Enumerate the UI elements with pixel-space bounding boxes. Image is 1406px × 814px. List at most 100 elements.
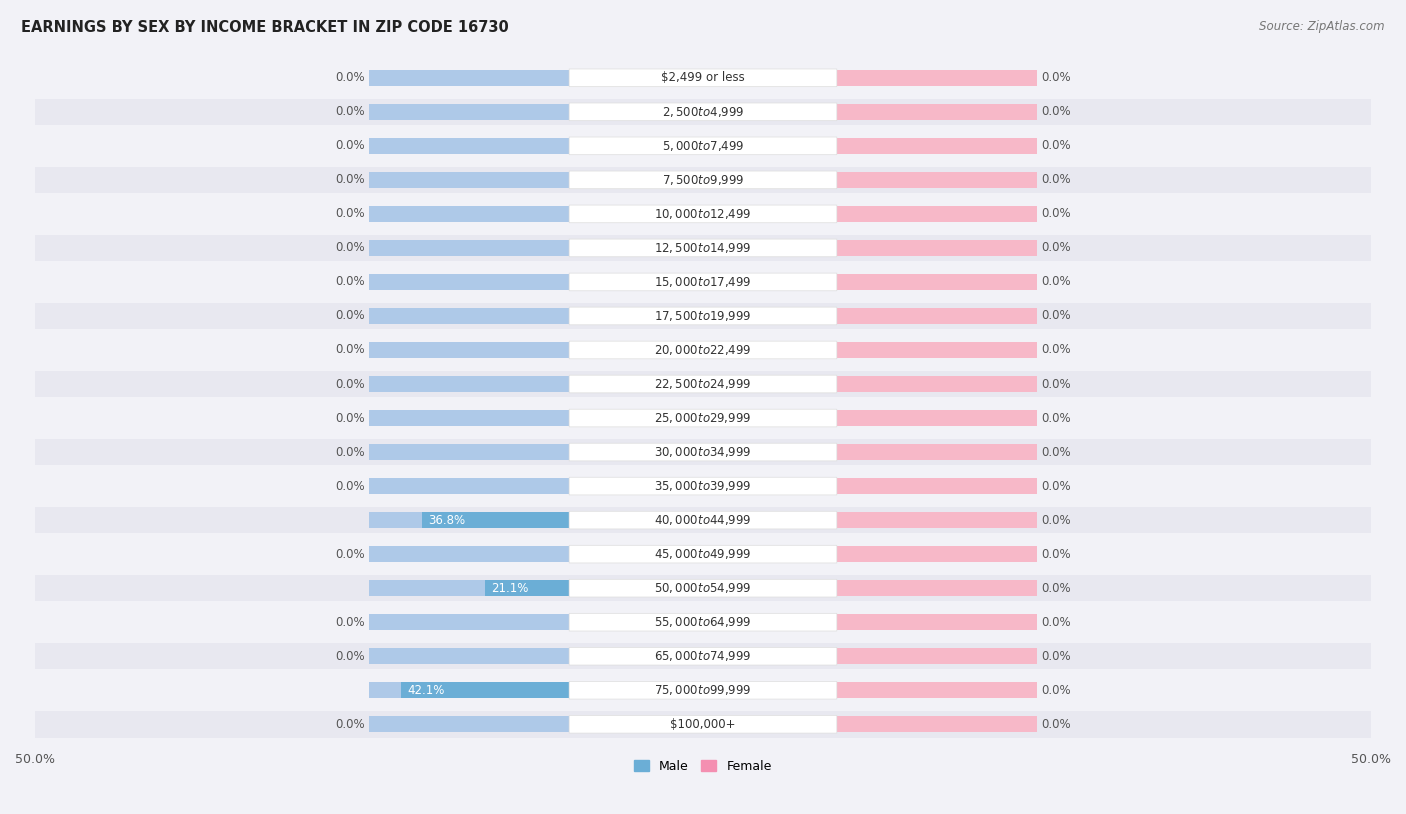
Bar <box>35 540 1371 567</box>
Bar <box>368 70 569 86</box>
Bar <box>837 308 1038 324</box>
Bar <box>35 167 1371 193</box>
Text: 0.0%: 0.0% <box>336 479 366 492</box>
Text: $17,500 to $19,999: $17,500 to $19,999 <box>654 309 752 323</box>
Bar <box>35 405 1371 431</box>
Bar <box>35 609 1371 636</box>
Bar <box>837 580 1038 597</box>
FancyBboxPatch shape <box>569 137 837 155</box>
Text: 0.0%: 0.0% <box>336 615 366 628</box>
FancyBboxPatch shape <box>569 409 837 427</box>
Text: $55,000 to $64,999: $55,000 to $64,999 <box>654 615 752 629</box>
Bar <box>368 308 569 324</box>
Bar <box>35 677 1371 703</box>
Bar <box>837 206 1038 222</box>
Bar <box>368 410 569 427</box>
Bar <box>368 478 569 494</box>
Text: 0.0%: 0.0% <box>1040 650 1070 663</box>
FancyBboxPatch shape <box>569 341 837 359</box>
Text: 0.0%: 0.0% <box>336 208 366 221</box>
Text: 0.0%: 0.0% <box>1040 445 1070 458</box>
Text: EARNINGS BY SEX BY INCOME BRACKET IN ZIP CODE 16730: EARNINGS BY SEX BY INCOME BRACKET IN ZIP… <box>21 20 509 35</box>
Text: 0.0%: 0.0% <box>1040 378 1070 391</box>
Text: 0.0%: 0.0% <box>336 72 366 85</box>
Text: $45,000 to $49,999: $45,000 to $49,999 <box>654 547 752 561</box>
Bar <box>368 172 569 188</box>
Text: 0.0%: 0.0% <box>1040 479 1070 492</box>
Text: 0.0%: 0.0% <box>336 650 366 663</box>
Text: 0.0%: 0.0% <box>1040 344 1070 357</box>
Text: 0.0%: 0.0% <box>336 378 366 391</box>
Text: 0.0%: 0.0% <box>336 173 366 186</box>
Text: $40,000 to $44,999: $40,000 to $44,999 <box>654 513 752 527</box>
Text: $50,000 to $54,999: $50,000 to $54,999 <box>654 581 752 595</box>
Bar <box>837 70 1038 86</box>
Bar <box>837 240 1038 256</box>
Bar <box>837 274 1038 290</box>
Bar <box>837 716 1038 733</box>
Legend: Male, Female: Male, Female <box>630 755 776 778</box>
Bar <box>35 133 1371 159</box>
Bar <box>368 716 569 733</box>
Bar <box>368 240 569 256</box>
FancyBboxPatch shape <box>569 681 837 699</box>
Text: 36.8%: 36.8% <box>429 514 465 527</box>
Text: 0.0%: 0.0% <box>1040 412 1070 425</box>
Text: $2,500 to $4,999: $2,500 to $4,999 <box>662 105 744 119</box>
Text: 0.0%: 0.0% <box>336 105 366 118</box>
FancyBboxPatch shape <box>569 171 837 189</box>
Text: 0.0%: 0.0% <box>336 445 366 458</box>
Text: $7,500 to $9,999: $7,500 to $9,999 <box>662 173 744 187</box>
FancyBboxPatch shape <box>569 239 837 256</box>
Bar <box>35 711 1371 737</box>
FancyBboxPatch shape <box>569 274 837 291</box>
FancyBboxPatch shape <box>569 545 837 563</box>
Text: $100,000+: $100,000+ <box>671 718 735 731</box>
Text: 0.0%: 0.0% <box>1040 548 1070 561</box>
Bar <box>35 337 1371 363</box>
Text: 0.0%: 0.0% <box>1040 275 1070 288</box>
Bar <box>35 439 1371 466</box>
Bar <box>35 303 1371 329</box>
Bar <box>837 138 1038 154</box>
Text: $12,500 to $14,999: $12,500 to $14,999 <box>654 241 752 255</box>
Text: $35,000 to $39,999: $35,000 to $39,999 <box>654 479 752 493</box>
Text: 0.0%: 0.0% <box>1040 309 1070 322</box>
FancyBboxPatch shape <box>569 580 837 597</box>
Text: 0.0%: 0.0% <box>336 412 366 425</box>
Text: 0.0%: 0.0% <box>1040 72 1070 85</box>
Text: 0.0%: 0.0% <box>1040 718 1070 731</box>
Text: 0.0%: 0.0% <box>1040 105 1070 118</box>
Bar <box>837 512 1038 528</box>
Bar <box>35 370 1371 397</box>
Text: $25,000 to $29,999: $25,000 to $29,999 <box>654 411 752 425</box>
Text: $22,500 to $24,999: $22,500 to $24,999 <box>654 377 752 391</box>
Text: $2,499 or less: $2,499 or less <box>661 72 745 85</box>
Bar <box>35 200 1371 227</box>
Bar <box>368 546 569 562</box>
Bar <box>368 138 569 154</box>
Text: 0.0%: 0.0% <box>1040 615 1070 628</box>
Bar <box>368 274 569 290</box>
FancyBboxPatch shape <box>569 205 837 223</box>
Bar <box>368 682 569 698</box>
Text: 0.0%: 0.0% <box>1040 173 1070 186</box>
Text: 0.0%: 0.0% <box>336 718 366 731</box>
FancyBboxPatch shape <box>569 307 837 325</box>
Text: $20,000 to $22,499: $20,000 to $22,499 <box>654 343 752 357</box>
Bar <box>422 512 569 528</box>
FancyBboxPatch shape <box>569 613 837 631</box>
FancyBboxPatch shape <box>569 103 837 120</box>
Bar <box>368 342 569 358</box>
Bar <box>401 682 569 698</box>
Bar <box>837 546 1038 562</box>
FancyBboxPatch shape <box>569 716 837 733</box>
Bar <box>35 643 1371 669</box>
FancyBboxPatch shape <box>569 647 837 665</box>
Text: 0.0%: 0.0% <box>336 275 366 288</box>
Bar <box>837 410 1038 427</box>
Text: $30,000 to $34,999: $30,000 to $34,999 <box>654 445 752 459</box>
Text: 0.0%: 0.0% <box>336 344 366 357</box>
Bar <box>35 234 1371 261</box>
Text: $65,000 to $74,999: $65,000 to $74,999 <box>654 650 752 663</box>
